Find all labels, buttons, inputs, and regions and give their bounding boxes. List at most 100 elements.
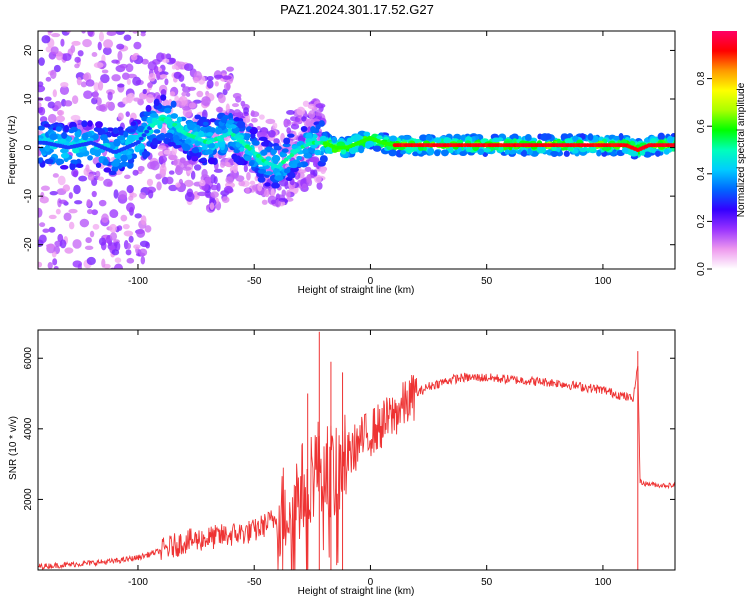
spectrogram-y-label: Frequency (Hz): [7, 116, 18, 185]
heatmap-cell: [509, 149, 518, 155]
heatmap-cell: [71, 168, 79, 177]
heatmap-cell: [144, 225, 152, 233]
heatmap-cell: [440, 149, 449, 157]
heatmap-cell: [162, 58, 171, 63]
heatmap-cell: [181, 91, 187, 97]
heatmap-cell: [45, 243, 55, 248]
heatmap-cell: [111, 161, 120, 167]
heatmap-cell: [148, 189, 154, 199]
heatmap-cell: [40, 185, 50, 191]
heatmap-cell: [159, 71, 169, 76]
colorbar-gradient: [712, 31, 737, 269]
heatmap-cell: [41, 21, 50, 27]
heatmap-cell: [113, 189, 119, 199]
snr-panel: -100 -50 0 50 100 2000 4000 6000 Height of str…: [8, 329, 676, 597]
heatmap-cell: [116, 43, 125, 50]
heatmap-cell: [125, 63, 134, 73]
heatmap-cell: [105, 101, 112, 108]
heatmap-cell: [87, 173, 95, 181]
heatmap-cell: [126, 257, 135, 264]
heatmap-cell: [60, 152, 70, 159]
heatmap-cell: [183, 63, 194, 71]
heatmap-cell: [310, 126, 316, 134]
heatmap-cell: [245, 133, 251, 139]
heatmap-cell: [222, 75, 232, 80]
heatmap-cell: [643, 151, 652, 158]
heatmap-cell: [74, 56, 81, 63]
heatmap-cell: [38, 207, 43, 218]
x-tick-label: 0: [368, 276, 374, 287]
heatmap-cell: [126, 243, 132, 250]
heatmap-cell: [65, 268, 68, 269]
heatmap-cell: [182, 106, 191, 111]
heatmap-cell: [477, 148, 485, 155]
heatmap-cell: [206, 79, 214, 89]
heatmap-cell: [130, 54, 138, 61]
heatmap-cell: [75, 163, 84, 168]
heatmap-cell: [113, 138, 121, 147]
heatmap-cell: [206, 75, 214, 81]
heatmap-cell: [86, 198, 92, 207]
heatmap-cell: [38, 57, 45, 66]
heatmap-cell: [133, 244, 141, 250]
heatmap-cell: [156, 70, 161, 81]
heatmap-cell: [297, 135, 306, 143]
heatmap-cell: [117, 135, 126, 141]
heatmap-cell: [204, 149, 214, 155]
heatmap-cell: [283, 119, 292, 127]
heatmap-cell: [405, 145, 414, 154]
heatmap-cell: [233, 109, 242, 117]
heatmap-cell: [235, 141, 242, 148]
colorbar-tick-label: 0.8: [696, 71, 707, 85]
heatmap-cell: [314, 174, 322, 184]
heatmap-cell: [48, 226, 56, 233]
heatmap-cell: [164, 132, 174, 139]
heatmap-cell: [138, 143, 144, 150]
heatmap-cell: [564, 138, 573, 144]
snr-x-label: Height of straight line (km): [298, 586, 415, 597]
heatmap-cell: [226, 119, 235, 125]
heatmap-cell: [235, 175, 245, 182]
heatmap-cell: [56, 115, 66, 123]
heatmap-cell: [402, 135, 412, 140]
heatmap-cell: [149, 113, 159, 118]
heatmap-cell: [79, 218, 90, 228]
x-tick-label: -100: [128, 577, 148, 588]
y-tick-label: 4000: [23, 417, 34, 440]
heatmap-cell: [44, 144, 51, 152]
heatmap-cell: [63, 212, 72, 222]
heatmap-cell: [270, 199, 276, 205]
heatmap-cell: [301, 183, 308, 190]
heatmap-cell: [281, 189, 287, 197]
heatmap-cell: [137, 165, 145, 172]
heatmap-cell: [165, 53, 172, 60]
heatmap-cell: [168, 170, 175, 175]
heatmap-cell: [550, 151, 560, 156]
heatmap-cell: [214, 127, 223, 135]
heatmap-cell: [310, 156, 320, 163]
heatmap-cell: [55, 158, 65, 165]
heatmap-cell: [302, 100, 310, 107]
heatmap-cell: [204, 177, 212, 184]
heatmap-cell: [86, 256, 96, 265]
heatmap-cell: [48, 214, 57, 220]
heatmap-cell: [587, 145, 597, 152]
heatmap-cell: [243, 107, 249, 115]
heatmap-cell: [657, 132, 665, 141]
heatmap-cell: [162, 99, 170, 108]
heatmap-cell: [314, 149, 322, 156]
heatmap-cell: [140, 215, 147, 226]
heatmap-cell: [60, 81, 69, 88]
heatmap-cell: [221, 196, 230, 204]
heatmap-cell: [78, 175, 88, 182]
heatmap-cell: [193, 164, 202, 171]
heatmap-cell: [62, 53, 72, 61]
heatmap-cell: [579, 147, 587, 153]
heatmap-cell: [145, 241, 150, 249]
heatmap-cell: [226, 66, 235, 72]
heatmap-cell: [46, 16, 51, 25]
heatmap-cell: [38, 261, 43, 268]
heatmap-cell: [168, 184, 178, 192]
heatmap-cell: [257, 182, 263, 192]
